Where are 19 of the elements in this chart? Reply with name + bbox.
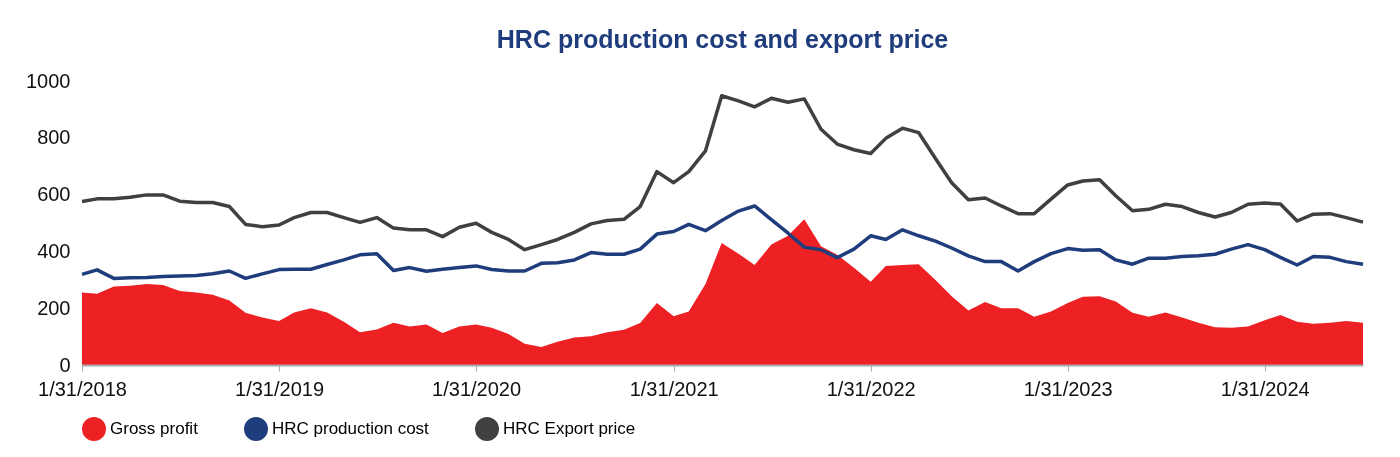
y-tick-label: 400	[37, 239, 71, 262]
line-series	[80, 204, 1365, 281]
x-tick-label: 1/31/2018	[38, 377, 127, 400]
legend-label: HRC production cost	[272, 419, 430, 438]
line-series	[80, 94, 1365, 252]
x-tick-label: 1/31/2022	[826, 377, 916, 400]
chart-title: HRC production cost and export price	[496, 25, 949, 53]
y-tick-label: 0	[59, 353, 71, 376]
y-tick-label: 200	[37, 296, 71, 319]
y-tick-label: 1000	[26, 69, 71, 92]
x-tick-label: 1/31/2023	[1023, 377, 1113, 400]
x-tick-label: 1/31/2024	[1220, 377, 1310, 400]
legend-label: Gross profit	[110, 419, 199, 438]
x-tick-label: 1/31/2021	[629, 377, 719, 400]
legend-label: HRC Export price	[503, 419, 636, 438]
y-tick-label: 800	[37, 126, 71, 149]
y-tick-label: 600	[37, 183, 71, 206]
x-tick-label: 1/31/2019	[235, 377, 325, 400]
x-tick-label: 1/31/2020	[432, 377, 522, 400]
